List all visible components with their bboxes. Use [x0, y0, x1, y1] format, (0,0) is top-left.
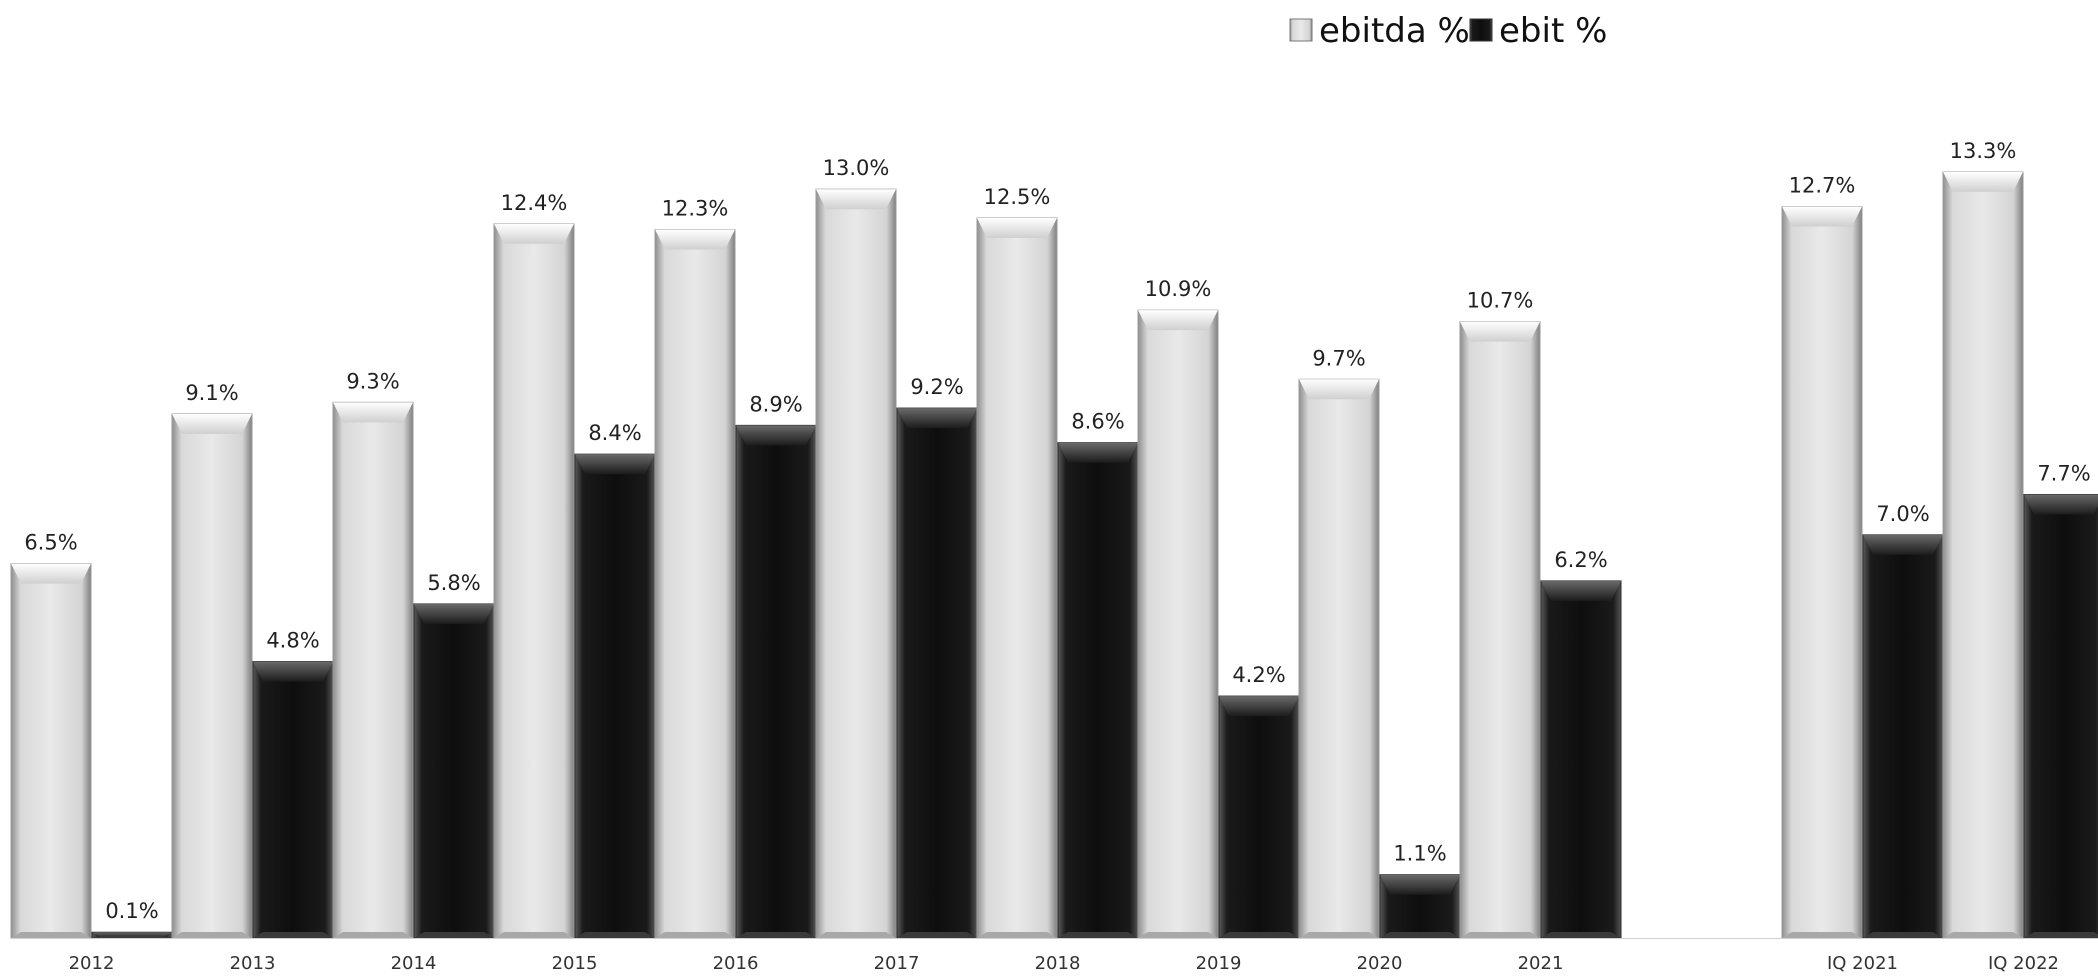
- x-tick-label: 2016: [713, 953, 759, 973]
- legend-swatch-ebit: [1469, 18, 1493, 42]
- ebit-bar-2017: [896, 407, 978, 939]
- legend-label-ebit: ebit %: [1499, 11, 1607, 51]
- x-tick-label: IQ 2021: [1827, 953, 1898, 973]
- legend-item-ebitda: ebitda %: [1289, 11, 1470, 51]
- ebitda-value-label: 10.9%: [1145, 277, 1212, 301]
- ebit-bar-2019: [1218, 695, 1300, 939]
- ebit-value-label: 5.8%: [427, 571, 480, 595]
- ebitda-bar-2016: [654, 229, 736, 939]
- ebitda-value-label: 12.7%: [1789, 173, 1856, 197]
- ebit-bar-iq-2021: [1862, 534, 1944, 939]
- x-tick-label: IQ 2022: [1988, 953, 2059, 973]
- ebitda-bar-iq-2022: [1942, 171, 2024, 939]
- x-tick-label: 2017: [874, 953, 920, 973]
- x-tick-label: 2021: [1518, 953, 1564, 973]
- ebit-bar-2016: [735, 424, 817, 939]
- ebit-value-label: 0.1%: [105, 899, 158, 923]
- ebit-value-label: 9.2%: [910, 375, 963, 399]
- ebit-value-label: 1.1%: [1393, 842, 1446, 866]
- x-tick-label: 2020: [1357, 953, 1403, 973]
- ebit-value-label: 4.2%: [1232, 663, 1285, 687]
- x-tick-label: 2015: [552, 953, 598, 973]
- ebitda-value-label: 12.5%: [984, 185, 1051, 209]
- ebit-bar-2021: [1540, 580, 1622, 939]
- ebit-value-label: 8.6%: [1071, 410, 1124, 434]
- ebitda-bar-iq-2021: [1781, 205, 1863, 939]
- ebitda-value-label: 9.7%: [1312, 346, 1365, 370]
- ebit-bar-2014: [413, 603, 495, 939]
- ebitda-value-label: 13.3%: [1950, 139, 2017, 163]
- ebitda-value-label: 9.3%: [346, 369, 399, 393]
- x-tick-label: 2012: [69, 953, 115, 973]
- ebitda-value-label: 12.3%: [662, 197, 729, 221]
- bars: [10, 171, 2098, 939]
- ebitda-value-label: 10.7%: [1467, 289, 1534, 313]
- ebit-value-label: 6.2%: [1554, 548, 1607, 572]
- ebitda-bar-2017: [815, 188, 897, 939]
- ebit-value-label: 4.8%: [266, 629, 319, 653]
- ebit-value-label: 8.9%: [749, 392, 802, 416]
- legend-label-ebitda: ebitda %: [1319, 11, 1470, 51]
- legend-swatch-ebitda: [1289, 18, 1313, 42]
- ebitda-value-label: 12.4%: [501, 191, 568, 215]
- ebitda-value-label: 9.1%: [185, 381, 238, 405]
- ebitda-bar-2021: [1459, 321, 1541, 939]
- x-tick-label: 2013: [230, 953, 276, 973]
- ebit-value-label: 8.4%: [588, 421, 641, 445]
- ebitda-bar-2013: [171, 413, 253, 939]
- ebitda-value-label: 13.0%: [823, 156, 890, 180]
- data-labels: 6.5% 0.1% 9.1% 4.8% 9.3% 5.8% 12.4% 8.4% 12.3% 8.…: [24, 139, 2090, 923]
- x-axis: 2012 2013 2014 2015 2016 2017 2018 2019 2020 2021…: [11, 938, 2098, 974]
- ebit-bar-2018: [1057, 442, 1139, 939]
- ebit-bar-iq-2022: [2023, 493, 2098, 939]
- ebitda-bar-2012: [10, 563, 92, 939]
- ebit-value-label: 7.7%: [2037, 461, 2090, 485]
- ebitda-bar-2015: [493, 223, 575, 939]
- ebitda-bar-2014: [332, 401, 414, 939]
- ebit-bar-2012: [91, 931, 173, 939]
- ebit-value-label: 7.0%: [1876, 502, 1929, 526]
- ebitda-bar-2019: [1137, 309, 1219, 939]
- ebit-bar-2020: [1379, 874, 1461, 939]
- ebit-bar-2013: [252, 661, 334, 939]
- ebitda-bar-2020: [1298, 378, 1380, 939]
- ebitda-value-label: 6.5%: [24, 531, 77, 555]
- x-tick-label: 2014: [391, 953, 437, 973]
- ebitda-bar-2018: [976, 217, 1058, 939]
- ebit-bar-2015: [574, 453, 656, 939]
- legend-item-ebit: ebit %: [1469, 11, 1607, 51]
- x-tick-label: 2019: [1196, 953, 1242, 973]
- x-tick-label: 2018: [1035, 953, 1081, 973]
- legend: ebitda % ebit %: [1289, 11, 1607, 51]
